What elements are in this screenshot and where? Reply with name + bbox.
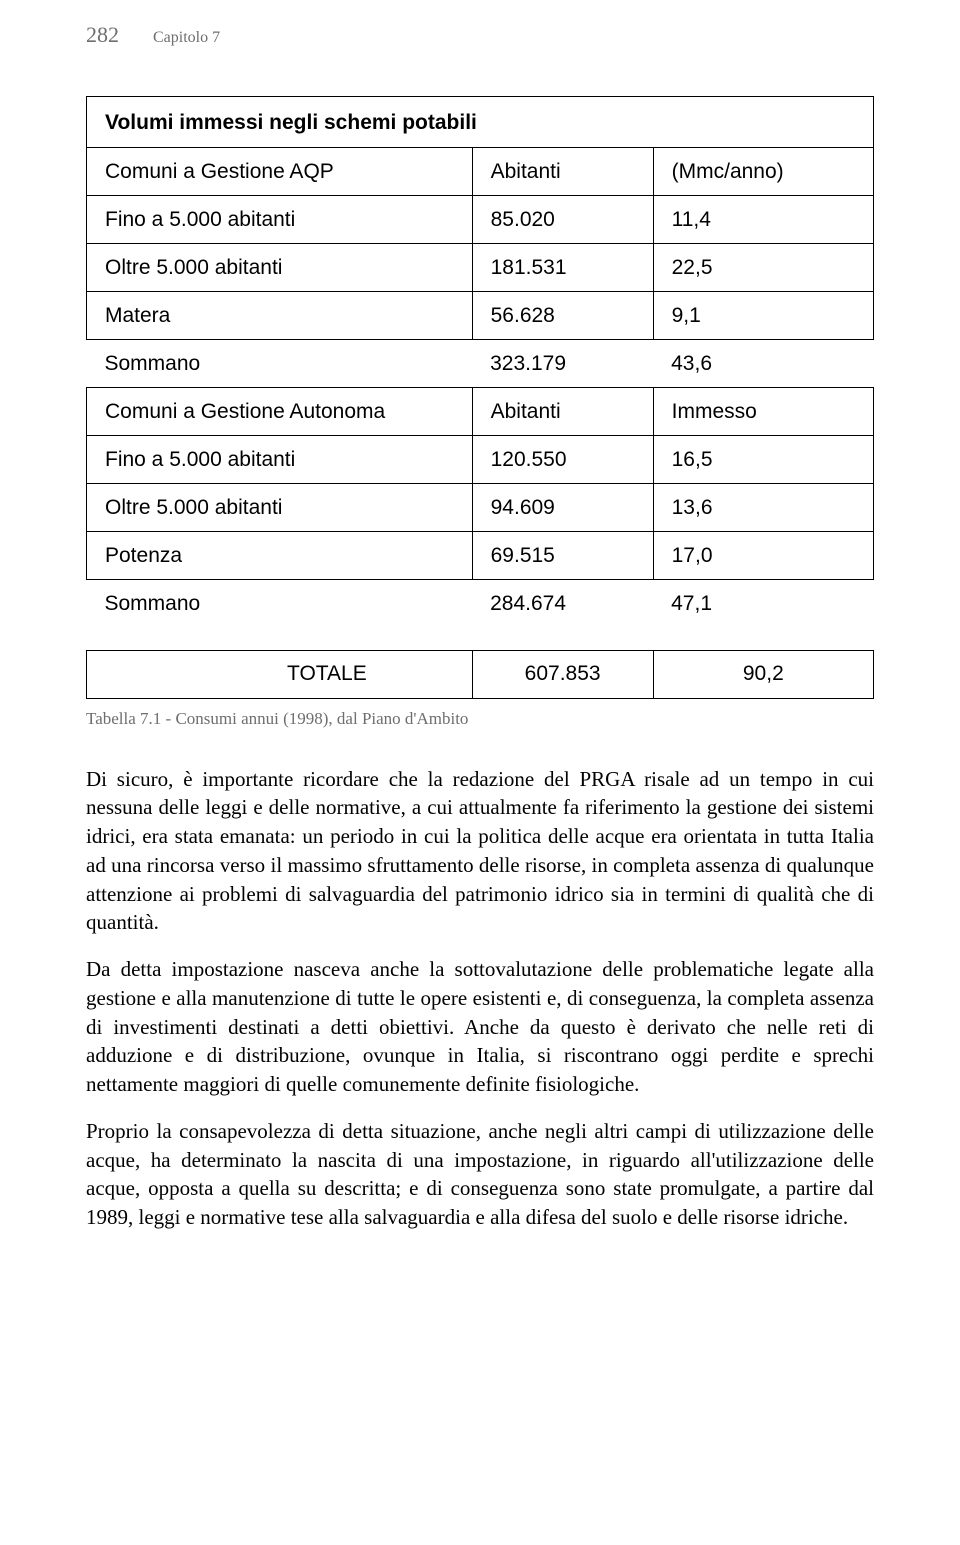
cell: 47,1	[653, 580, 873, 628]
data-table: Volumi immessi negli schemi potabili Com…	[86, 96, 874, 628]
page-number: 282	[86, 22, 119, 48]
cell: 323.179	[472, 340, 653, 388]
cell: 16,5	[653, 436, 873, 484]
sum-row: Sommano 284.674 47,1	[87, 580, 874, 628]
table-row: Potenza 69.515 17,0	[87, 532, 874, 580]
sum-row: Sommano 323.179 43,6	[87, 340, 874, 388]
page: 282 Capitolo 7 Volumi immessi negli sche…	[0, 0, 960, 1310]
total-value: 90,2	[653, 650, 873, 698]
total-value: 607.853	[472, 650, 653, 698]
col-header: (Mmc/anno)	[653, 148, 873, 196]
cell: 69.515	[472, 532, 653, 580]
cell: Sommano	[87, 340, 473, 388]
cell: 181.531	[472, 244, 653, 292]
cell: Fino a 5.000 abitanti	[87, 196, 473, 244]
table-title: Volumi immessi negli schemi potabili	[87, 97, 874, 148]
section-a-header: Comuni a Gestione AQP Abitanti (Mmc/anno…	[87, 148, 874, 196]
table-title-row: Volumi immessi negli schemi potabili	[87, 97, 874, 148]
cell: Potenza	[87, 532, 473, 580]
table-row: Matera 56.628 9,1	[87, 292, 874, 340]
cell: Oltre 5.000 abitanti	[87, 244, 473, 292]
cell: Matera	[87, 292, 473, 340]
table-row: Fino a 5.000 abitanti 120.550 16,5	[87, 436, 874, 484]
col-header: Abitanti	[472, 388, 653, 436]
body-paragraph: Di sicuro, è importante ricordare che la…	[86, 765, 874, 938]
table-row: Fino a 5.000 abitanti 85.020 11,4	[87, 196, 874, 244]
cell: 284.674	[472, 580, 653, 628]
table-row: Oltre 5.000 abitanti 94.609 13,6	[87, 484, 874, 532]
body-paragraph: Proprio la consapevolezza di detta situa…	[86, 1117, 874, 1232]
cell: 17,0	[653, 532, 873, 580]
cell: 43,6	[653, 340, 873, 388]
cell: Oltre 5.000 abitanti	[87, 484, 473, 532]
col-header: Immesso	[653, 388, 873, 436]
table-caption: Tabella 7.1 - Consumi annui (1998), dal …	[86, 709, 874, 729]
cell: 120.550	[472, 436, 653, 484]
chapter-label: Capitolo 7	[153, 29, 220, 47]
total-label: TOTALE	[87, 650, 473, 698]
page-header: 282 Capitolo 7	[86, 22, 874, 48]
cell: 94.609	[472, 484, 653, 532]
cell: 56.628	[472, 292, 653, 340]
cell: 22,5	[653, 244, 873, 292]
col-header: Comuni a Gestione AQP	[87, 148, 473, 196]
cell: 13,6	[653, 484, 873, 532]
cell: Sommano	[87, 580, 473, 628]
cell: 85.020	[472, 196, 653, 244]
table-row: Oltre 5.000 abitanti 181.531 22,5	[87, 244, 874, 292]
body-paragraph: Da detta impostazione nasceva anche la s…	[86, 955, 874, 1099]
section-b-header: Comuni a Gestione Autonoma Abitanti Imme…	[87, 388, 874, 436]
cell: 9,1	[653, 292, 873, 340]
cell: Fino a 5.000 abitanti	[87, 436, 473, 484]
col-header: Comuni a Gestione Autonoma	[87, 388, 473, 436]
col-header: Abitanti	[472, 148, 653, 196]
total-row: TOTALE 607.853 90,2	[87, 650, 874, 698]
cell: 11,4	[653, 196, 873, 244]
total-table: TOTALE 607.853 90,2	[86, 650, 874, 699]
